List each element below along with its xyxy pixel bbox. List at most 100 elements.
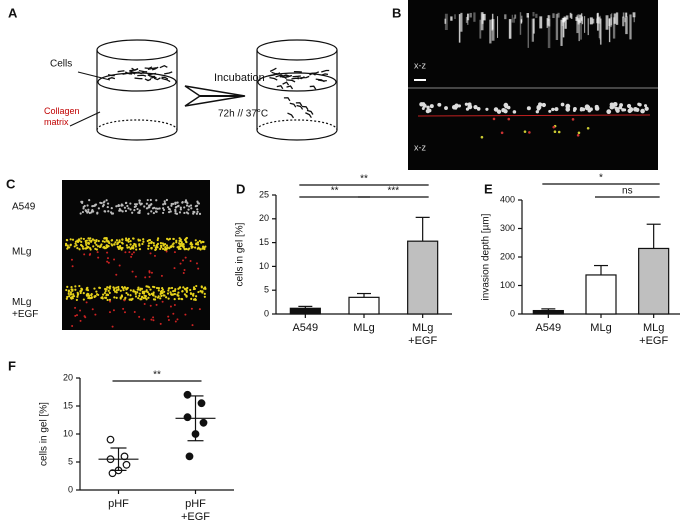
cell-dot	[84, 241, 88, 245]
cell-dot	[177, 297, 180, 300]
cell-dot	[165, 198, 168, 202]
cell	[269, 67, 277, 72]
cell-dot	[88, 211, 91, 215]
y-tick-label: 10	[63, 428, 73, 438]
cell-dot	[123, 206, 127, 209]
cell-dot	[150, 271, 153, 274]
cell	[144, 78, 152, 82]
cell-dot	[98, 245, 102, 249]
cell-dot	[110, 207, 113, 210]
cell-dot	[133, 310, 136, 313]
cell-dot	[129, 243, 132, 246]
cell-dot	[102, 201, 105, 204]
cell-dot	[143, 318, 146, 321]
cell-dot	[167, 318, 170, 321]
cell-dot	[454, 103, 459, 109]
cell-dot	[67, 292, 70, 295]
cell	[122, 72, 130, 75]
cell-dot	[99, 201, 102, 204]
cell-dot	[195, 242, 198, 245]
cell-dot	[152, 292, 155, 296]
cell-dot	[108, 298, 112, 301]
cell-dot	[147, 242, 151, 245]
cell-dot	[160, 246, 163, 249]
cell-dot	[179, 247, 182, 251]
cell-dot	[120, 204, 123, 207]
x-tick-label: A549	[292, 322, 318, 334]
cell-dot	[93, 287, 96, 290]
point	[185, 452, 194, 461]
cell-dot	[163, 200, 166, 203]
cell-dot	[156, 207, 159, 210]
cell-dot	[123, 286, 126, 289]
cell-dot	[149, 252, 152, 255]
cell-dot	[78, 248, 81, 251]
cell-dot	[82, 292, 85, 295]
cell-dot	[89, 247, 92, 250]
cell-dot	[118, 239, 121, 242]
cell-dot	[156, 243, 159, 247]
cell-dot	[66, 247, 69, 250]
cell-dot	[174, 320, 177, 323]
y-tick-label: 400	[500, 194, 515, 204]
cell-dot	[196, 200, 199, 203]
cell	[305, 112, 312, 119]
cell-dot	[185, 287, 188, 290]
cell-dot	[164, 246, 167, 249]
cell-dot	[96, 212, 99, 215]
cell-dot	[76, 314, 79, 317]
cell-dot	[188, 205, 191, 208]
cell-dot	[169, 291, 172, 294]
cell-dot	[82, 207, 85, 210]
cell-dot	[148, 239, 152, 242]
cell-dot	[162, 208, 166, 212]
cell-dot	[101, 297, 104, 300]
cell-dot	[167, 287, 170, 290]
cell-dot	[108, 241, 111, 245]
cell-dot	[160, 294, 163, 298]
cell-dot	[88, 239, 91, 242]
cell-dot	[140, 296, 144, 299]
cell-dot	[148, 271, 151, 274]
cell-dot	[135, 203, 138, 206]
cell-dot	[195, 262, 198, 265]
cell-dot	[113, 243, 116, 246]
y-tick-label: 0	[68, 484, 73, 494]
cell-dot	[78, 284, 81, 288]
significance-label: **	[153, 370, 161, 381]
cell	[286, 85, 294, 90]
cell-dot	[105, 236, 108, 240]
cell	[159, 64, 168, 69]
cell-dot	[163, 202, 166, 205]
cell-dot	[69, 291, 73, 294]
cell-dot	[506, 105, 511, 110]
cell-dot	[153, 254, 156, 257]
cell-dot	[179, 243, 182, 246]
cell	[138, 69, 148, 73]
cell	[287, 112, 295, 119]
cell-dot	[183, 211, 186, 215]
cell-dot	[70, 258, 73, 261]
cell-dot	[132, 290, 135, 293]
cell-dot	[79, 309, 82, 312]
panel-letter: C	[6, 176, 16, 191]
cell-dot	[581, 107, 586, 112]
cell-dot	[156, 296, 160, 299]
cell-dot	[185, 295, 188, 298]
cell	[161, 77, 171, 83]
cell-dot	[133, 203, 137, 206]
cell-dot	[126, 204, 129, 208]
cell-dot	[71, 238, 75, 241]
x-tick-label: MLg +EGF	[408, 322, 437, 347]
cell	[150, 76, 157, 79]
cell-dot	[170, 286, 174, 290]
cell-dot	[198, 308, 201, 311]
cell-dot	[493, 107, 499, 112]
cell-dot	[170, 293, 173, 296]
cell-dot	[203, 292, 206, 295]
cell-dot	[187, 208, 190, 211]
cell-dot	[586, 105, 591, 109]
cell-dot	[193, 287, 197, 291]
cell-dot	[154, 248, 158, 251]
cell-dot	[182, 286, 185, 289]
